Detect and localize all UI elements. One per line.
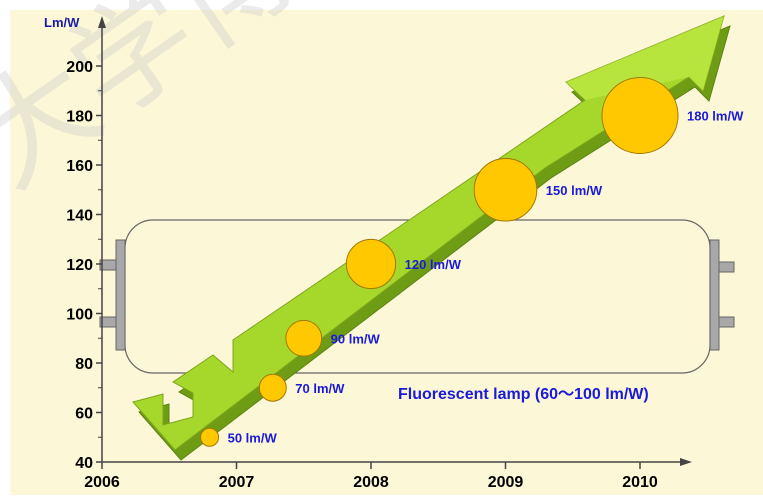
data-point-bubble bbox=[258, 373, 287, 402]
arrow-head-highlight bbox=[566, 16, 724, 100]
lamp-right-pin-bottom bbox=[718, 316, 735, 328]
data-point-label: 120 lm/W bbox=[405, 257, 462, 272]
data-point-label: 180 lm/W bbox=[687, 109, 744, 124]
y-tick-label: 140 bbox=[66, 208, 93, 225]
data-point-label: 70 lm/W bbox=[295, 381, 345, 396]
data-point-bubble bbox=[601, 77, 679, 154]
y-axis-unit-label: Lm/W bbox=[44, 15, 80, 30]
data-point-label: 90 lm/W bbox=[331, 331, 381, 346]
y-tick-label: 120 bbox=[66, 257, 93, 274]
data-point-bubble bbox=[200, 427, 220, 447]
lamp-annotation-label: Fluorescent lamp (60～100 lm/W) bbox=[398, 386, 649, 403]
data-points: 50 lm/W 70 lm/W 90 lm/W 120 lm/W 150 lm/W 180… bbox=[200, 77, 744, 447]
x-tick-label: 2010 bbox=[622, 474, 658, 491]
x-tick-label: 2009 bbox=[488, 474, 524, 491]
y-tick-label: 160 bbox=[66, 158, 93, 175]
axis-ticks: 40 60 80 100 120 140 160 180 200 2006 2007 2008 2009… bbox=[66, 59, 658, 491]
y-axis-arrowhead bbox=[98, 16, 106, 28]
lamp-left-pin-top bbox=[99, 259, 117, 271]
y-tick-label: 100 bbox=[66, 307, 93, 324]
x-axis-arrowhead bbox=[680, 458, 692, 466]
data-point-label: 50 lm/W bbox=[228, 430, 278, 445]
lamp-right-pin-top bbox=[718, 261, 735, 273]
lamp-right-cap bbox=[709, 239, 720, 351]
lamp-left-pin-bottom bbox=[99, 316, 117, 328]
y-tick-label: 80 bbox=[75, 356, 93, 373]
y-tick-label: 200 bbox=[66, 59, 93, 76]
data-point-bubble bbox=[345, 238, 397, 290]
lamp-left-cap bbox=[115, 239, 126, 351]
data-point-label: 150 lm/W bbox=[546, 183, 603, 198]
axes: Lm/W bbox=[44, 15, 692, 466]
x-tick-label: 2008 bbox=[353, 474, 389, 491]
y-tick-label: 40 bbox=[75, 455, 93, 472]
x-tick-label: 2007 bbox=[219, 474, 255, 491]
fluorescent-lamp-illustration: Fluorescent lamp (60～100 lm/W) bbox=[99, 219, 735, 403]
y-tick-label: 60 bbox=[75, 406, 93, 423]
y-tick-label: 180 bbox=[66, 109, 93, 126]
data-point-bubble bbox=[473, 157, 538, 222]
x-tick-label: 2006 bbox=[84, 474, 120, 491]
data-point-bubble bbox=[285, 319, 323, 357]
